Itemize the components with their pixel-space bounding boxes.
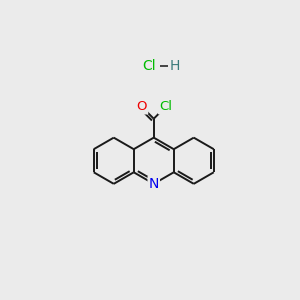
Text: N: N bbox=[148, 177, 159, 191]
Text: O: O bbox=[137, 100, 147, 113]
Text: H: H bbox=[169, 59, 180, 73]
Text: Cl: Cl bbox=[142, 59, 156, 73]
Text: Cl: Cl bbox=[159, 100, 172, 113]
